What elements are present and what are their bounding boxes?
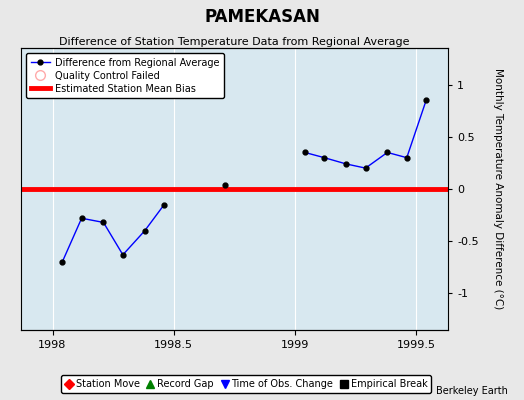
- Text: PAMEKASAN: PAMEKASAN: [204, 8, 320, 26]
- Y-axis label: Monthly Temperature Anomaly Difference (°C): Monthly Temperature Anomaly Difference (…: [493, 68, 503, 310]
- Legend: Difference from Regional Average, Quality Control Failed, Estimated Station Mean: Difference from Regional Average, Qualit…: [26, 53, 224, 98]
- Title: Difference of Station Temperature Data from Regional Average: Difference of Station Temperature Data f…: [59, 37, 410, 47]
- Legend: Station Move, Record Gap, Time of Obs. Change, Empirical Break: Station Move, Record Gap, Time of Obs. C…: [61, 375, 431, 393]
- Text: Berkeley Earth: Berkeley Earth: [436, 386, 508, 396]
